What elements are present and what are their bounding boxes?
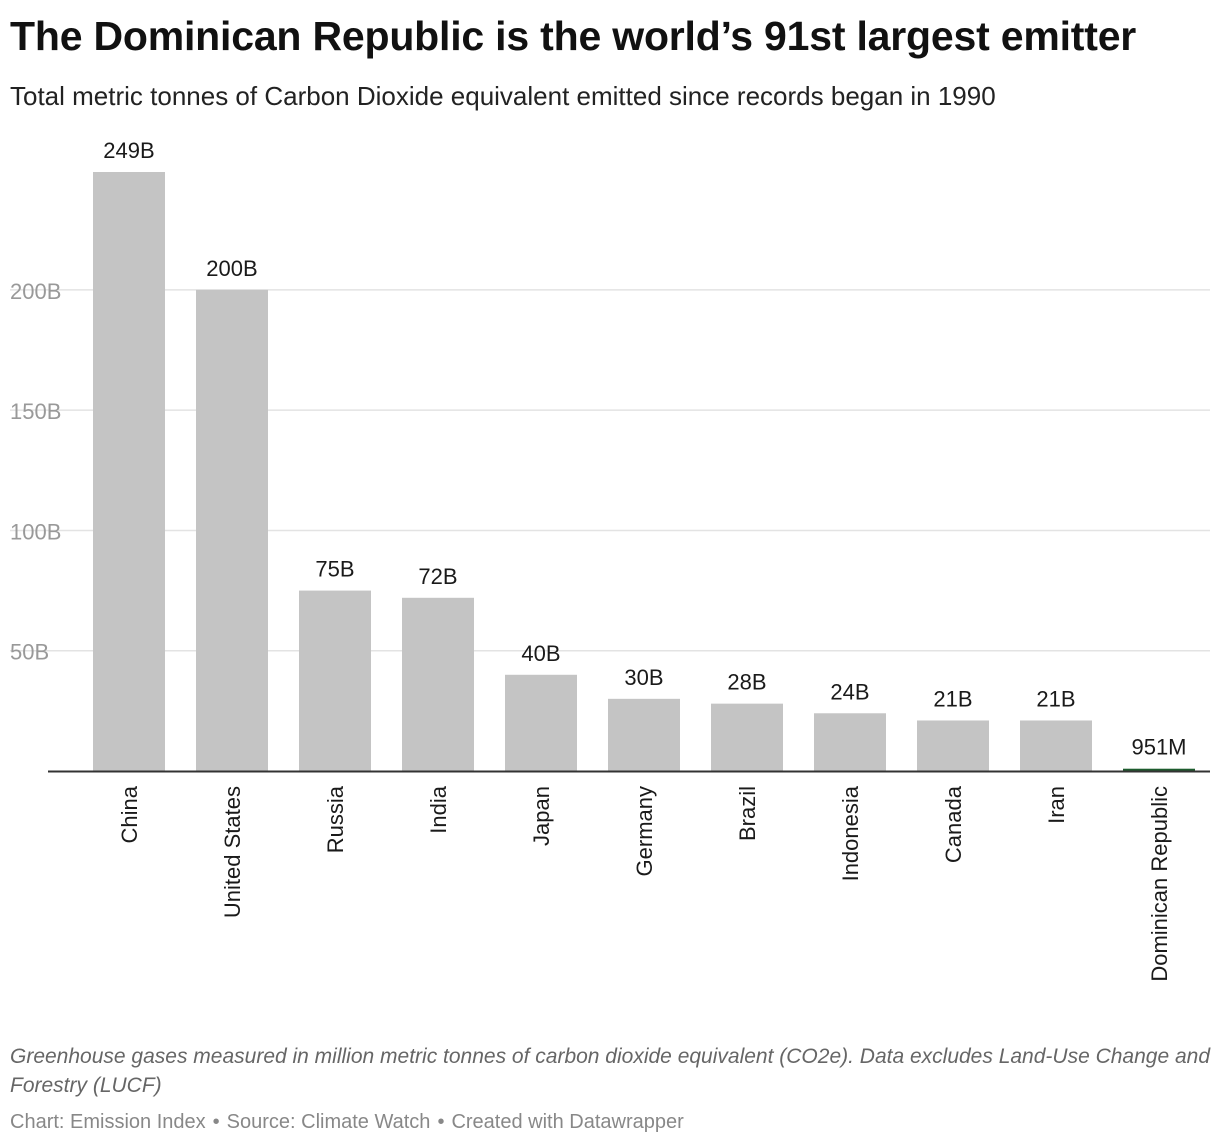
bar-value-label: 28B xyxy=(727,670,766,695)
x-tick-label: Indonesia xyxy=(838,785,863,881)
x-tick-label: Japan xyxy=(529,786,554,846)
bar xyxy=(917,720,989,771)
chart-subtitle: Total metric tonnes of Carbon Dioxide eq… xyxy=(10,81,996,111)
bar xyxy=(299,590,371,771)
bar xyxy=(1123,768,1195,771)
credit-created: Created with Datawrapper xyxy=(451,1111,684,1133)
chart-title: The Dominican Republic is the world’s 91… xyxy=(10,13,1137,59)
x-tick-label: Iran xyxy=(1044,786,1069,824)
bar xyxy=(196,289,268,771)
chart-credits: Chart: Emission Index • Source: Climate Wa… xyxy=(10,1107,684,1137)
gridlines xyxy=(10,289,1210,652)
bar-value-label: 21B xyxy=(1036,686,1075,711)
bar xyxy=(402,597,474,771)
x-tick-label: Canada xyxy=(941,785,966,863)
bar-value-label: 40B xyxy=(521,641,560,666)
credit-separator: • xyxy=(212,1111,220,1133)
x-tick-label: China xyxy=(117,785,142,843)
y-tick-label: 100B xyxy=(10,519,61,544)
bar xyxy=(93,172,165,771)
x-tick-label: Dominican Republic xyxy=(1147,786,1172,982)
bars xyxy=(93,172,1195,771)
bar-value-label: 951M xyxy=(1131,735,1186,760)
bar-value-label: 24B xyxy=(830,679,869,704)
bar xyxy=(711,703,783,771)
value-labels: 249B 200B 75B 72B 40B 30B 28B 24B 21B 21B 951M xyxy=(103,138,1186,760)
bar xyxy=(1020,720,1092,771)
y-tick-label: 200B xyxy=(10,279,61,304)
x-tick-label: Brazil xyxy=(735,786,760,841)
chart-notes: Greenhouse gases measured in million met… xyxy=(10,1045,1211,1097)
y-axis-ticks: 50B 100B 150B 200B xyxy=(10,279,61,665)
x-tick-label: United States xyxy=(220,786,245,918)
x-tick-label: Russia xyxy=(323,785,348,853)
bar-value-label: 72B xyxy=(418,564,457,589)
bar-value-label: 75B xyxy=(315,557,354,582)
credit-chart: Chart: Emission Index xyxy=(10,1111,206,1133)
bar xyxy=(505,674,577,771)
bar xyxy=(814,713,886,771)
y-tick-label: 150B xyxy=(10,399,61,424)
x-tick-label: India xyxy=(426,785,451,833)
x-tick-label: Germany xyxy=(632,786,657,876)
bar-value-label: 200B xyxy=(206,256,257,281)
credit-separator: • xyxy=(437,1111,445,1133)
y-tick-label: 50B xyxy=(10,640,49,665)
x-axis-labels: China United States Russia India Japan German… xyxy=(117,785,1172,981)
bar-value-label: 249B xyxy=(103,138,154,163)
credit-source: Source: Climate Watch xyxy=(226,1111,431,1133)
bar-value-label: 21B xyxy=(933,686,972,711)
bar-value-label: 30B xyxy=(624,665,663,690)
bar xyxy=(608,698,680,771)
